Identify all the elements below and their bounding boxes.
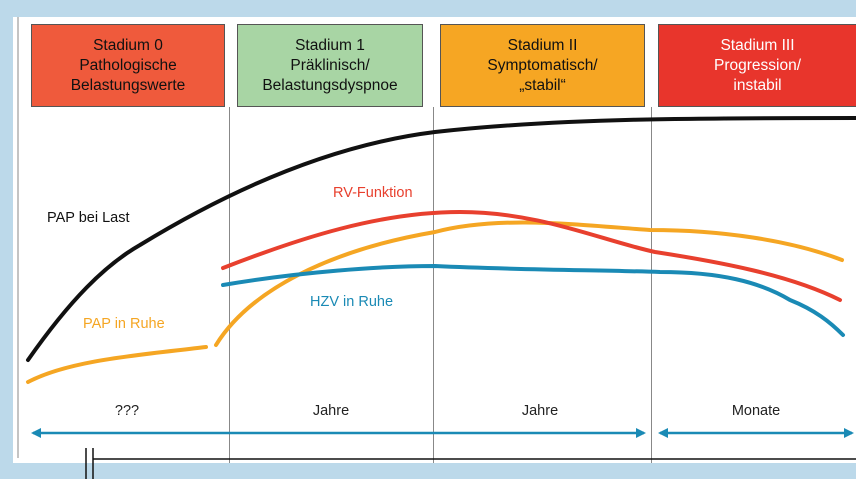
duration-stage-2: Jahre (522, 403, 558, 419)
duration-stage-1: Jahre (313, 403, 349, 419)
stage-1-box: Stadium 1 Präklinisch/ Belastungsdyspnoe (237, 24, 423, 107)
stage-1-line-3: Belastungsdyspnoe (262, 76, 398, 94)
label-hzv-in-ruhe: HZV in Ruhe (310, 294, 393, 310)
stage-0-title: Stadium 0 (93, 36, 163, 54)
stage-3-title: Stadium III (720, 36, 795, 54)
stage-3-box: Stadium III Progression/ instabil (658, 24, 856, 107)
stage-1-line-2: Präklinisch/ (290, 56, 370, 74)
curve-hzv-in-ruhe (221, 263, 845, 337)
stage-divider-2 (433, 107, 434, 463)
curve-pap-bei-last (26, 116, 856, 362)
curve-rv-funktion (221, 209, 842, 302)
stage-0-box: Stadium 0 Pathologische Belastungswerte (31, 24, 225, 107)
stage-0-line-2: Pathologische (79, 56, 177, 74)
stage-0-line-3: Belastungswerte (70, 76, 186, 94)
stage-3-line-2: Progression/ (713, 56, 801, 74)
stage-3-line-3: instabil (733, 76, 782, 94)
duration-stage-0: ??? (115, 403, 139, 419)
stage-1-title: Stadium 1 (295, 36, 365, 54)
label-pap-bei-last: PAP bei Last (47, 210, 130, 226)
duration-stage-3: Monate (732, 403, 780, 419)
label-pap-in-ruhe: PAP in Ruhe (83, 316, 165, 332)
curve-pap-in-ruhe-left (26, 345, 208, 384)
stage-2-box: Stadium II Symptomatisch/ „stabil“ (440, 24, 645, 107)
stage-2-line-3: „stabil“ (519, 76, 566, 94)
stage-2-line-2: Symptomatisch/ (487, 56, 598, 74)
stage-2-title: Stadium II (507, 36, 578, 54)
label-rv-funktion: RV-Funktion (333, 185, 413, 201)
curve-pap-in-ruhe-right (214, 220, 844, 347)
stage-divider-3 (651, 107, 652, 463)
